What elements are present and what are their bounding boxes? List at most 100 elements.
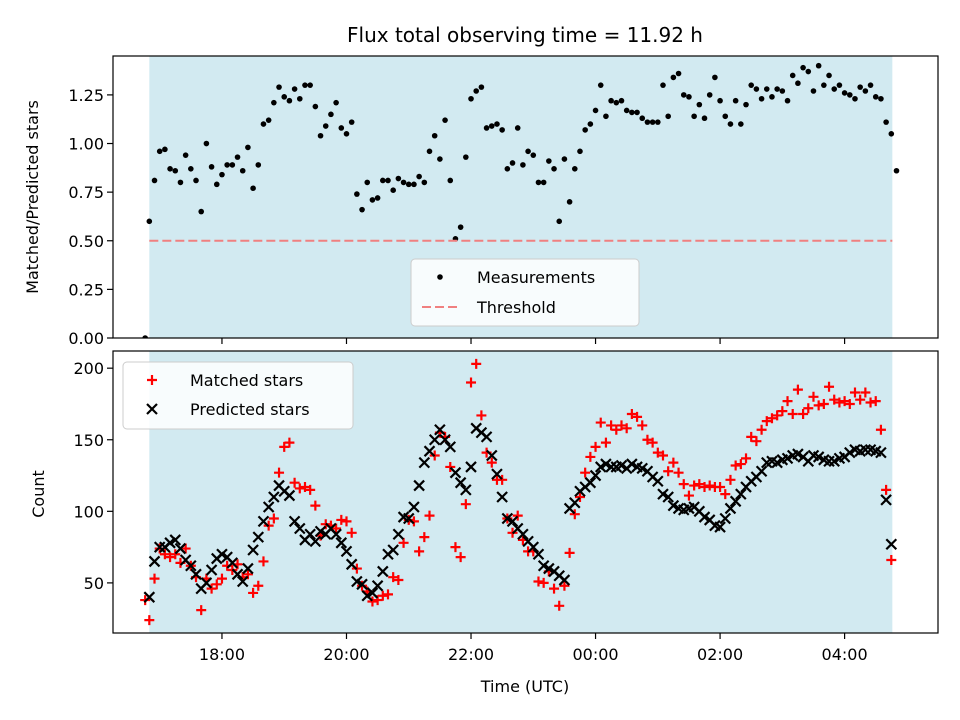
- matched-star-point: [580, 467, 591, 478]
- matched-star-point: [777, 406, 788, 417]
- matched-star-point: [170, 549, 181, 560]
- matched-star-point: [824, 381, 835, 392]
- matched-star-point: [341, 516, 352, 527]
- predicted-star-point: [454, 476, 467, 489]
- matched-star-point: [746, 431, 757, 442]
- measurement-point: [717, 97, 723, 104]
- matched-star-point: [299, 481, 310, 492]
- predicted-star-point: [366, 587, 379, 599]
- measurement-point: [504, 166, 511, 172]
- matched-star-point: [383, 589, 393, 600]
- measurement-point: [826, 72, 832, 79]
- predicted-star-point: [242, 562, 254, 575]
- legend-top: Measurements Threshold: [410, 258, 640, 327]
- matched-star-point: [512, 510, 523, 521]
- matched-star-point: [678, 479, 689, 490]
- matched-star-point: [704, 480, 715, 491]
- matched-star-point: [720, 489, 731, 500]
- predicted-star-point: [506, 515, 519, 528]
- predicted-star-point: [729, 495, 742, 508]
- measurement-point: [846, 92, 853, 98]
- predicted-star-point: [205, 564, 218, 576]
- measurement-point: [198, 208, 205, 215]
- measurement-point: [395, 175, 402, 182]
- measurement-point: [478, 84, 485, 90]
- predicted-star-point: [755, 465, 768, 478]
- predicted-star-point: [304, 528, 316, 541]
- measurement-point: [769, 94, 775, 100]
- measurement-point: [608, 97, 614, 104]
- matched-star-point: [284, 437, 295, 448]
- measurement-point: [473, 88, 480, 94]
- matched-star-point: [216, 573, 227, 584]
- measurement-point: [416, 173, 422, 180]
- measurement-point: [239, 167, 246, 174]
- measurement-point: [457, 224, 464, 230]
- measurement-point: [577, 148, 583, 155]
- measurement-point: [738, 121, 744, 127]
- measurement-point: [431, 132, 438, 139]
- measurement-point: [514, 125, 521, 131]
- measurement-point: [296, 95, 303, 102]
- predicted-star-point: [449, 466, 462, 479]
- matched-star-point: [632, 411, 643, 422]
- predicted-star-point: [340, 545, 353, 558]
- x-tick-label: 22:00: [448, 645, 494, 664]
- measurement-point: [213, 181, 220, 188]
- measurement-point: [380, 177, 386, 184]
- axes-frame: [112, 55, 939, 339]
- measurement-point: [229, 162, 236, 168]
- measurement-point: [317, 132, 324, 139]
- legend-label: Measurements: [477, 268, 595, 287]
- matched-star-point: [590, 441, 601, 452]
- measurement-point: [302, 82, 308, 88]
- predicted-star-point: [247, 544, 259, 556]
- matched-star-point: [725, 474, 736, 485]
- matched-star-point: [606, 420, 617, 431]
- matched-star-point: [377, 590, 388, 601]
- matched-star-point: [860, 387, 871, 398]
- predicted-star-point: [148, 555, 161, 568]
- measurement-point: [499, 127, 505, 133]
- predicted-star-point: [231, 568, 244, 581]
- measurement-point: [753, 86, 760, 92]
- measurement-point: [177, 179, 184, 186]
- measurement-point: [571, 166, 578, 172]
- legend-frame: [122, 361, 354, 430]
- measurement-point: [748, 82, 755, 88]
- matched-star-point: [294, 483, 305, 494]
- measurement-point: [265, 117, 272, 123]
- matched-star-point: [165, 552, 176, 563]
- matched-star-point: [419, 532, 430, 543]
- matched-star-point: [569, 509, 580, 520]
- matched-star-point: [787, 408, 798, 419]
- legend-x-icon: [146, 403, 158, 415]
- measurement-point: [338, 125, 345, 131]
- measurement-point: [603, 113, 609, 120]
- matched-star-point: [616, 420, 627, 431]
- matched-star-point: [834, 397, 845, 408]
- measurement-point: [883, 119, 889, 125]
- measurement-point: [530, 152, 537, 158]
- measurement-point: [520, 162, 526, 168]
- measurement-point: [307, 82, 313, 88]
- matched-star-point: [818, 398, 829, 409]
- measurement-point: [857, 84, 863, 90]
- predicted-star-point: [174, 542, 187, 555]
- predicted-star-point: [335, 537, 348, 549]
- measurement-point: [613, 99, 620, 106]
- y-tick-label: 200: [73, 359, 104, 378]
- legend-label: Predicted stars: [190, 400, 310, 419]
- y-tick-label: 0.25: [68, 280, 104, 299]
- predicted-star-point: [434, 423, 446, 436]
- measurement-point: [146, 218, 153, 225]
- predicted-star-point: [330, 528, 342, 541]
- matched-star-point: [398, 537, 409, 548]
- measurement-point: [649, 119, 656, 125]
- measurement-point: [276, 84, 282, 90]
- measurement-point: [255, 162, 262, 168]
- measurement-point: [442, 117, 448, 123]
- measurement-point: [245, 144, 251, 151]
- measurement-point: [592, 107, 599, 114]
- measurement-point: [644, 119, 651, 125]
